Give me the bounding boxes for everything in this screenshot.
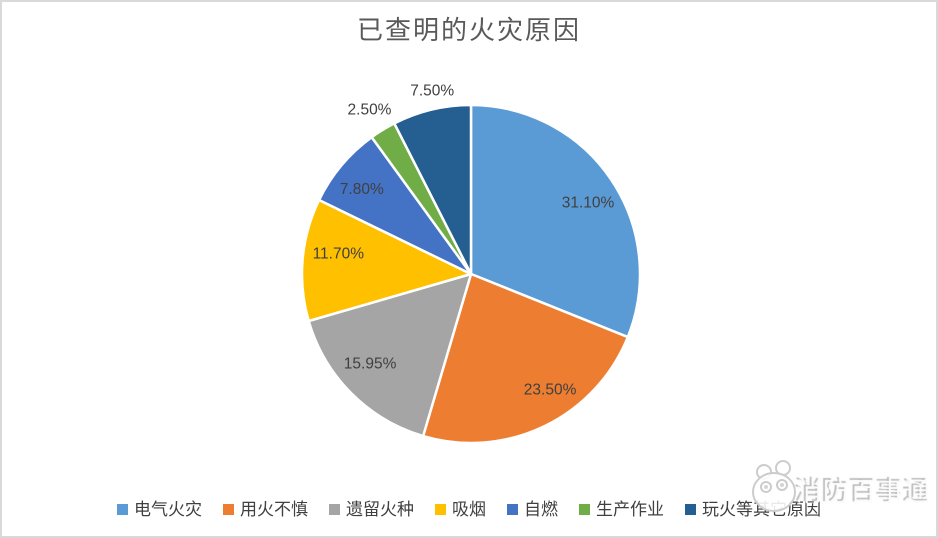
legend-item: 用火不慎	[223, 501, 308, 518]
slice-label: 11.70%	[313, 245, 365, 262]
pie-slice	[307, 272, 473, 438]
legend-item: 遗留火种	[329, 501, 414, 518]
legend-marker	[223, 503, 234, 515]
slice-label: 7.50%	[410, 83, 454, 100]
legend-item: 吸烟	[435, 501, 486, 518]
pie-slice	[393, 103, 473, 276]
legend-label: 电气火灾	[134, 499, 202, 519]
slice-label: 15.95%	[344, 355, 397, 372]
legend-marker	[329, 503, 340, 515]
legend-label: 吸烟	[452, 499, 486, 519]
legend-marker	[579, 503, 590, 515]
legend-item: 生产作业	[579, 501, 664, 518]
slice-label: 31.10%	[562, 194, 615, 211]
legend-marker	[685, 503, 696, 515]
pie-slice	[300, 198, 473, 323]
legend-label: 生产作业	[596, 499, 664, 519]
legend-marker	[507, 503, 518, 515]
legend-label: 玩火等其它原因	[702, 499, 821, 519]
pie-slice	[469, 103, 642, 339]
slice-label: 7.80%	[340, 181, 384, 198]
legend-label: 用火不慎	[240, 499, 308, 519]
legend-label: 自燃	[524, 499, 558, 519]
pie-slice	[421, 272, 630, 445]
slice-label: 23.50%	[524, 381, 577, 398]
slice-label: 2.50%	[348, 101, 392, 118]
legend-label: 遗留火种	[346, 499, 414, 519]
legend: 电气火灾 用火不慎 遗留火种 吸烟 自燃 生产作业 玩火等其它原因	[2, 497, 936, 521]
legend-marker	[117, 503, 128, 515]
legend-item: 电气火灾	[117, 501, 202, 518]
legend-item: 自燃	[507, 501, 558, 518]
legend-marker	[435, 503, 446, 515]
legend-item: 玩火等其它原因	[685, 501, 821, 518]
